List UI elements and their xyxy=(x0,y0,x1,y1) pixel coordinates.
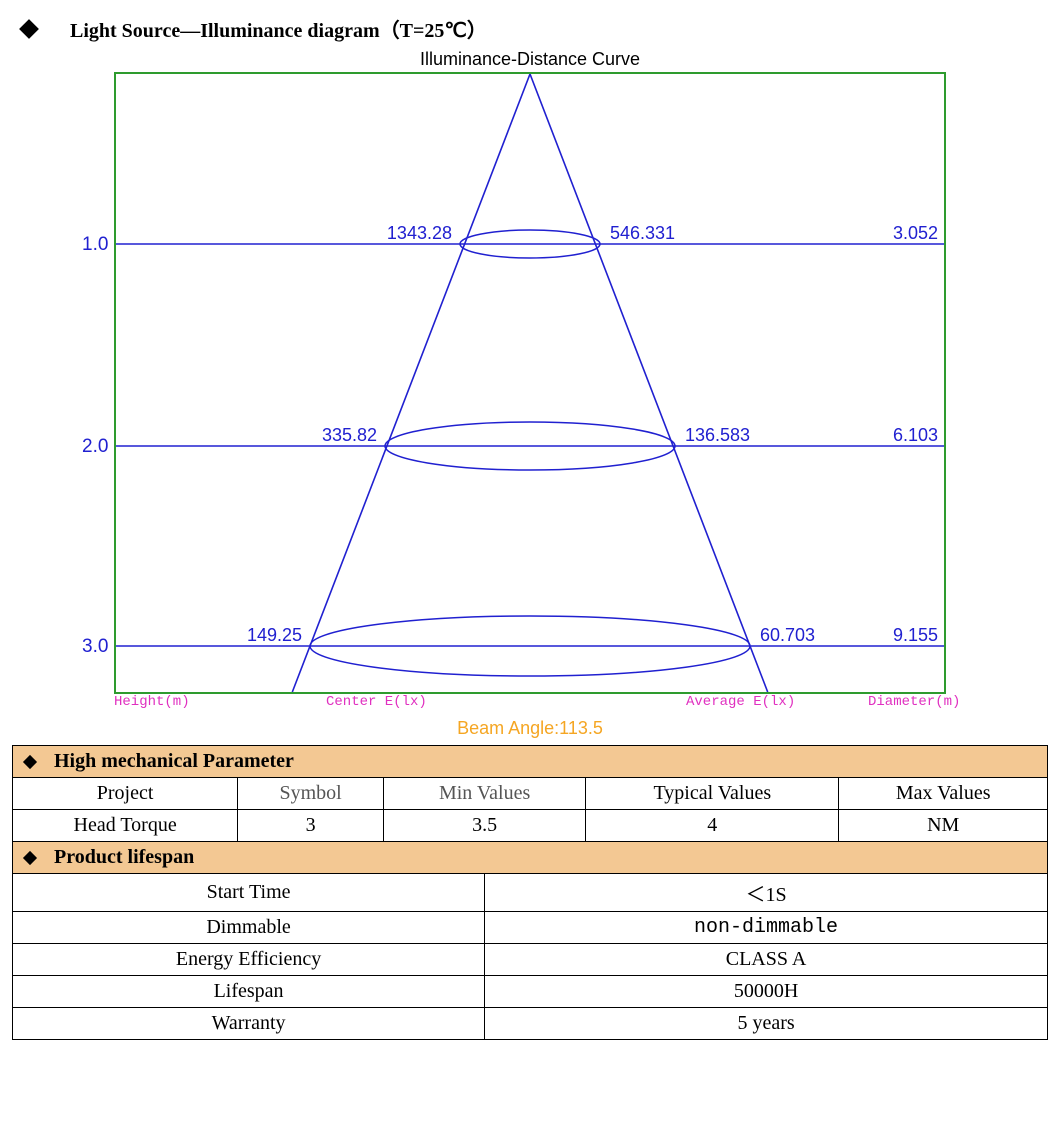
axis-label-center: Center E(lx) xyxy=(326,694,427,710)
lifespan-value: ＜1S xyxy=(485,874,1048,912)
lifespan-label: Start Time xyxy=(13,874,485,912)
mechanical-cell: NM xyxy=(839,810,1048,842)
mechanical-col-header: Project xyxy=(13,778,238,810)
lifespan-rows: Start Time＜1SDimmablenon-dimmableEnergy … xyxy=(13,874,1048,1040)
mechanical-cell: 3.5 xyxy=(384,810,586,842)
lifespan-value: non-dimmable xyxy=(485,912,1048,944)
chart-svg xyxy=(116,74,944,692)
mechanical-section-header: High mechanical Parameter xyxy=(13,746,1048,778)
lifespan-row: Lifespan50000H xyxy=(13,976,1048,1008)
chart-plot-area: 1.01343.28546.3313.0522.0335.82136.5836.… xyxy=(114,72,946,694)
lifespan-label: Warranty xyxy=(13,1008,485,1040)
axis-label-height: Height(m) xyxy=(114,694,190,710)
mechanical-title: High mechanical Parameter xyxy=(54,750,294,772)
center-e-value: 1343.28 xyxy=(387,223,452,244)
height-label: 2.0 xyxy=(82,436,108,458)
mechanical-columns-row: ProjectSymbolMin ValuesTypical ValuesMax… xyxy=(13,778,1048,810)
illuminance-chart: Illuminance-Distance Curve 1.0 1343.28 546… xyxy=(12,49,1048,739)
lifespan-label: Dimmable xyxy=(13,912,485,944)
heading-text: Light Source—Illuminance diagram（T=25℃） xyxy=(70,14,487,43)
axis-label-average: Average E(lx) xyxy=(686,694,795,710)
mechanical-col-header: Symbol xyxy=(238,778,384,810)
section-heading: Light Source—Illuminance diagram（T=25℃） xyxy=(12,14,1048,43)
mechanical-cell: Head Torque xyxy=(13,810,238,842)
height-label: 1.0 xyxy=(82,234,108,256)
height-label: 3.0 xyxy=(82,636,108,658)
chart-title: Illuminance-Distance Curve xyxy=(12,49,1048,70)
axis-label-diameter: Diameter(m) xyxy=(868,694,960,710)
lifespan-label: Lifespan xyxy=(13,976,485,1008)
lifespan-value: 5 years xyxy=(485,1008,1048,1040)
center-e-value: 335.82 xyxy=(322,425,377,446)
average-e-value: 60.703 xyxy=(760,625,815,646)
lifespan-row: Start Time＜1S xyxy=(13,874,1048,912)
lifespan-row: Energy EfficiencyCLASS A xyxy=(13,944,1048,976)
lifespan-row: Warranty5 years xyxy=(13,1008,1048,1040)
diameter-value: 3.052 xyxy=(893,223,938,244)
mechanical-col-header: Min Values xyxy=(384,778,586,810)
diameter-value: 6.103 xyxy=(893,425,938,446)
average-e-value: 546.331 xyxy=(610,223,675,244)
lifespan-value: CLASS A xyxy=(485,944,1048,976)
bullet-diamond-icon xyxy=(19,19,39,39)
average-e-value: 136.583 xyxy=(685,425,750,446)
mechanical-data-row: Head Torque33.54NM xyxy=(13,810,1048,842)
lifespan-title: Product lifespan xyxy=(54,846,194,868)
bullet-diamond-icon xyxy=(23,851,37,865)
diameter-value: 9.155 xyxy=(893,625,938,646)
bullet-diamond-icon xyxy=(23,755,37,769)
lifespan-label: Energy Efficiency xyxy=(13,944,485,976)
lifespan-value: 50000H xyxy=(485,976,1048,1008)
mechanical-cell: 3 xyxy=(238,810,384,842)
mechanical-cell: 4 xyxy=(586,810,839,842)
center-e-value: 149.25 xyxy=(247,625,302,646)
mechanical-col-header: Typical Values xyxy=(586,778,839,810)
spec-table: High mechanical Parameter ProjectSymbolM… xyxy=(12,745,1048,1040)
beam-angle-label: Beam Angle:113.5 xyxy=(12,718,1048,739)
mechanical-col-header: Max Values xyxy=(839,778,1048,810)
lifespan-section-header: Product lifespan xyxy=(13,842,1048,874)
lifespan-row: Dimmablenon-dimmable xyxy=(13,912,1048,944)
